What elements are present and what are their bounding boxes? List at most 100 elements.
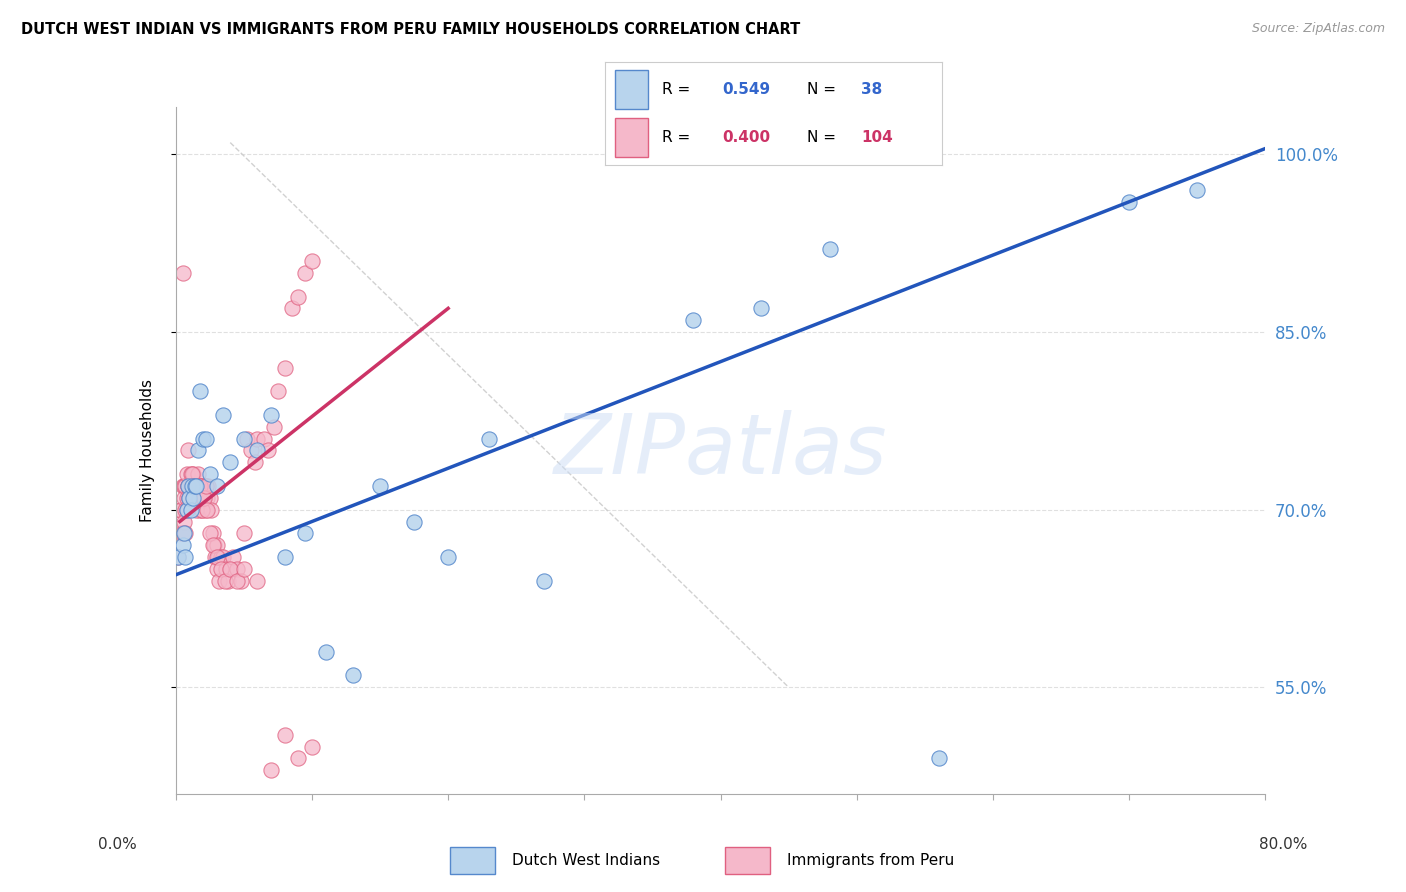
Point [193,491,215,505]
Point [173,479,195,493]
Point [174,479,197,493]
Point [287,751,309,765]
Point [190,479,212,493]
Point [186,502,208,516]
Point [179,479,201,493]
Point [315,645,337,659]
Point [170,502,193,516]
Point [682,313,704,327]
Point [197,479,219,493]
Point [201,538,224,552]
Point [174,549,197,564]
Point [194,479,217,493]
Text: 104: 104 [860,130,893,145]
Point [176,502,198,516]
Point [184,491,207,505]
Point [274,549,297,564]
Point [200,502,222,516]
Point [188,491,211,505]
Text: 38: 38 [860,81,883,96]
Point [226,562,249,576]
FancyBboxPatch shape [614,118,648,157]
Point [246,574,269,588]
Text: R =: R = [662,81,690,96]
Text: 80.0%: 80.0% [1260,837,1308,852]
Point [1118,194,1140,209]
Point [243,455,266,469]
Point [437,549,460,564]
Point [174,502,197,516]
Point [294,266,316,280]
Point [183,479,205,493]
Point [232,526,254,541]
Point [257,443,280,458]
Point [253,432,276,446]
Point [176,467,198,482]
Point [173,515,195,529]
Point [180,479,202,493]
Point [287,289,309,303]
Point [231,574,253,588]
Point [219,455,242,469]
Point [179,491,201,505]
Point [193,491,215,505]
Point [180,479,202,493]
FancyBboxPatch shape [725,847,770,874]
Point [1187,183,1209,197]
Point [232,432,254,446]
Point [226,574,249,588]
Point [818,242,841,256]
Point [404,515,426,529]
Point [263,419,285,434]
Text: 0.400: 0.400 [723,130,770,145]
Point [342,668,364,682]
Point [194,502,217,516]
Point [301,739,323,754]
Point [172,479,194,493]
Point [217,574,239,588]
Point [181,479,204,493]
Text: ZIPatlas: ZIPatlas [554,410,887,491]
Point [173,491,195,505]
Point [207,549,229,564]
Text: 0.0%: 0.0% [98,837,138,852]
Point [191,432,214,446]
Point [246,443,269,458]
Text: N =: N = [807,81,837,96]
Point [183,491,205,505]
Point [191,491,214,505]
Point [172,526,194,541]
Point [280,301,302,316]
Text: Dutch West Indians: Dutch West Indians [512,854,659,868]
Point [186,443,209,458]
Point [188,479,211,493]
Point [368,479,391,493]
Point [239,443,262,458]
Point [184,491,207,505]
Point [170,526,193,541]
Point [176,502,198,516]
Point [215,562,238,576]
Point [186,479,209,493]
Point [198,467,221,482]
Point [172,266,194,280]
Point [167,549,190,564]
Point [209,549,232,564]
Point [478,432,501,446]
Point [274,728,297,742]
Point [212,408,235,422]
Point [191,491,214,505]
Point [205,549,228,564]
Point [260,408,283,422]
Point [205,479,228,493]
Point [167,549,190,564]
Point [173,526,195,541]
Point [202,538,225,552]
Text: R =: R = [662,130,690,145]
Text: 0.549: 0.549 [723,81,770,96]
Point [274,360,297,375]
Point [194,432,217,446]
Point [177,479,200,493]
Point [181,491,204,505]
Point [188,384,211,399]
